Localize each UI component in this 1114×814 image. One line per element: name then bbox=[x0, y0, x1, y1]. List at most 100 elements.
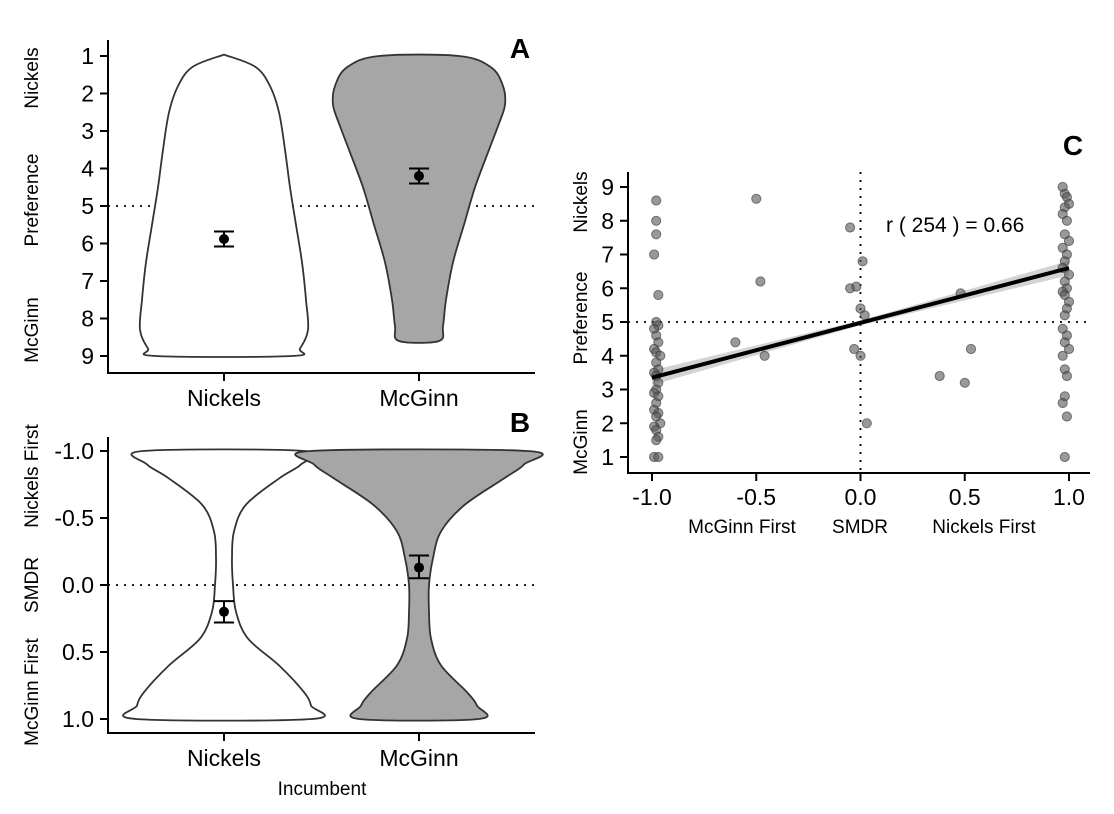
x-label-part: Nickels First bbox=[932, 517, 1036, 538]
data-point bbox=[859, 310, 870, 321]
y-tick-label: 1 bbox=[601, 444, 614, 470]
data-point bbox=[934, 370, 945, 382]
x-tick-label: McGinn bbox=[379, 385, 458, 411]
data-point bbox=[861, 418, 872, 429]
data-point bbox=[1063, 343, 1075, 355]
y-label-part: McGinn bbox=[22, 297, 43, 362]
y-tick-label: 9 bbox=[601, 174, 614, 200]
panel-b-error-bars bbox=[214, 554, 429, 624]
y-tick-label: 7 bbox=[81, 268, 94, 294]
y-tick-label: 5 bbox=[601, 309, 614, 335]
regression-line bbox=[651, 266, 1070, 380]
data-point bbox=[849, 343, 860, 355]
y-tick-label: 8 bbox=[81, 306, 94, 332]
y-label-part: Nickels First bbox=[22, 424, 43, 528]
y-tick-label: 8 bbox=[601, 208, 614, 234]
data-point bbox=[651, 195, 662, 206]
y-tick-label: 5 bbox=[81, 193, 94, 219]
panel-b: B McGinn First SMDR Nickels First -1.0 -0.5… bbox=[22, 407, 544, 800]
x-label-part: McGinn First bbox=[688, 517, 796, 538]
data-point bbox=[1059, 310, 1070, 321]
y-tick-label: 9 bbox=[81, 343, 94, 369]
y-tick-label: 7 bbox=[601, 242, 614, 268]
data-point bbox=[965, 343, 977, 355]
violin-mcginn bbox=[331, 53, 507, 344]
mean-point bbox=[219, 234, 229, 244]
data-point bbox=[1059, 451, 1070, 463]
x-label-part: SMDR bbox=[832, 517, 888, 538]
panel-b-letter: B bbox=[510, 407, 530, 438]
panel-c: C McGinn Preference Nickels 1 2 3 4 5 6 7 8 9 -1.0… bbox=[571, 130, 1090, 538]
violin-mcginn bbox=[294, 448, 544, 722]
y-label-part: Nickels bbox=[22, 47, 43, 108]
panel-c-letter: C bbox=[1063, 130, 1083, 161]
data-point bbox=[845, 222, 856, 233]
data-point bbox=[759, 350, 770, 361]
y-tick-label: 4 bbox=[81, 156, 94, 182]
data-point bbox=[1061, 215, 1073, 226]
y-tick-label: 3 bbox=[81, 118, 94, 144]
panel-a-ylabel: McGinn Preference Nickels bbox=[22, 47, 43, 362]
y-tick-label: 3 bbox=[601, 377, 614, 403]
data-point bbox=[1057, 350, 1068, 361]
panel-a-x-ticks: Nickels McGinn bbox=[187, 373, 459, 411]
data-point bbox=[755, 276, 766, 287]
y-tick-label: 6 bbox=[81, 231, 94, 257]
panel-b-x-ticks: Nickels McGinn bbox=[187, 733, 459, 771]
x-tick-label: McGinn bbox=[379, 745, 458, 771]
data-point bbox=[653, 289, 664, 301]
violin-nickels bbox=[122, 448, 326, 722]
y-label-part: McGinn First bbox=[22, 637, 43, 745]
data-point bbox=[851, 281, 862, 292]
panel-b-y-ticks: -1.0 -0.5 0.0 0.5 1.0 bbox=[54, 438, 108, 732]
panel-a-violins bbox=[138, 53, 507, 358]
data-point bbox=[651, 435, 662, 446]
x-tick-label: -1.0 bbox=[632, 484, 672, 510]
panel-b-violins bbox=[122, 448, 544, 722]
x-tick-label: Nickels bbox=[187, 385, 261, 411]
mean-point bbox=[414, 171, 424, 181]
mean-point bbox=[414, 562, 424, 573]
y-tick-label: 0.5 bbox=[62, 639, 94, 665]
data-point bbox=[751, 193, 762, 204]
mean-point bbox=[219, 606, 229, 617]
panel-a-error-bars bbox=[214, 167, 429, 248]
data-point bbox=[1063, 235, 1075, 247]
x-tick-label: 1.0 bbox=[1053, 484, 1085, 510]
x-tick-label: -0.5 bbox=[736, 484, 776, 510]
y-tick-label: 2 bbox=[81, 81, 94, 107]
panel-c-annotation: r ( 254 ) = 0.66 bbox=[886, 214, 1024, 237]
x-tick-label: 0.0 bbox=[845, 484, 877, 510]
y-tick-label: 2 bbox=[601, 410, 614, 436]
x-tick-label: 0.5 bbox=[949, 484, 981, 510]
y-tick-label: 1 bbox=[81, 43, 94, 69]
panel-c-xlabel: McGinn First SMDR Nickels First bbox=[688, 517, 1036, 538]
x-tick-label: Nickels bbox=[187, 745, 261, 771]
y-tick-label: -1.0 bbox=[54, 438, 94, 464]
panel-a-y-ticks: 1 2 3 4 5 6 7 8 9 bbox=[81, 43, 108, 369]
panel-a: A McGinn Preference Nickels 1 2 3 4 5 6 7 8 9 Nick… bbox=[22, 33, 535, 411]
y-label-part: Nickels bbox=[571, 171, 592, 232]
y-label-part: Preference bbox=[22, 154, 43, 247]
data-point bbox=[653, 451, 664, 463]
data-point bbox=[730, 337, 741, 348]
y-tick-label: 4 bbox=[601, 343, 614, 369]
data-point bbox=[855, 350, 866, 361]
y-label-part: SMDR bbox=[22, 557, 43, 613]
panel-c-y-ticks: 1 2 3 4 5 6 7 8 9 bbox=[601, 174, 628, 470]
y-label-part: McGinn bbox=[571, 409, 592, 474]
panel-c-fit-line bbox=[651, 266, 1070, 380]
panel-b-ylabel: McGinn First SMDR Nickels First bbox=[22, 424, 43, 746]
y-tick-label: 1.0 bbox=[62, 706, 94, 732]
panel-c-ylabel: McGinn Preference Nickels bbox=[571, 171, 592, 474]
y-tick-label: 0.0 bbox=[62, 572, 94, 598]
panel-c-reference-lines bbox=[628, 172, 1090, 473]
y-tick-label: 6 bbox=[601, 275, 614, 301]
data-point bbox=[959, 377, 970, 388]
data-point bbox=[651, 229, 662, 240]
panel-a-letter: A bbox=[510, 33, 530, 64]
y-label-part: Preference bbox=[571, 272, 592, 365]
panel-b-xlabel: Incumbent bbox=[278, 779, 367, 800]
data-point bbox=[1057, 397, 1068, 409]
